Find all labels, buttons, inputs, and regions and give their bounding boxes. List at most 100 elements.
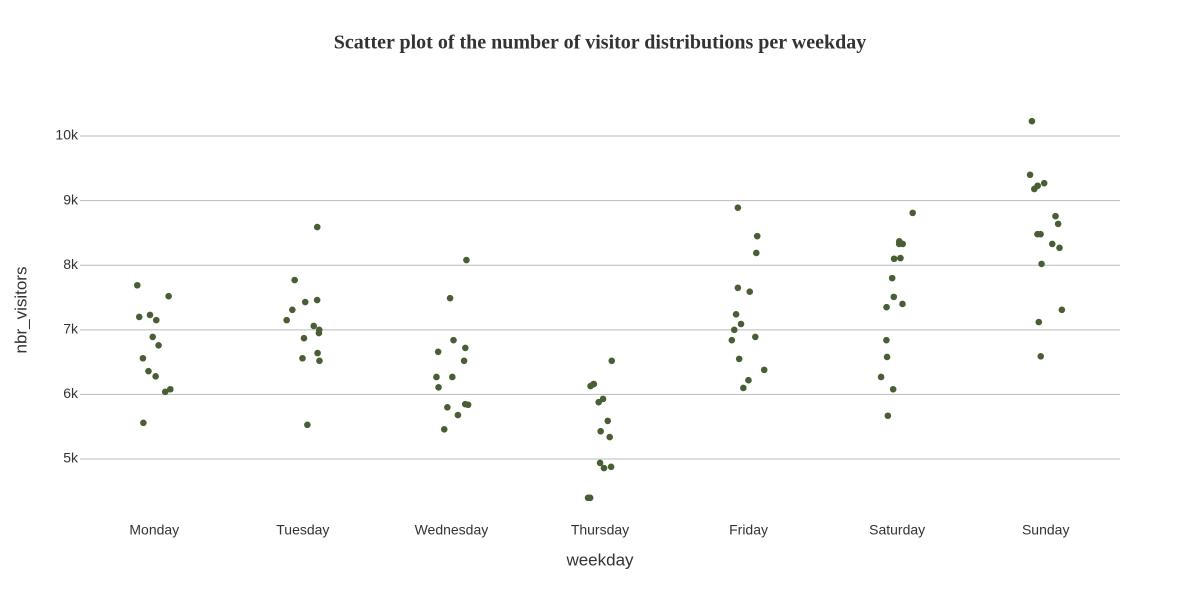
- x-tick-label: Saturday: [869, 522, 925, 538]
- point: [730, 326, 738, 334]
- point: [1035, 318, 1043, 326]
- point: [909, 209, 916, 217]
- point: [304, 421, 311, 429]
- point: [889, 385, 897, 393]
- point: [1030, 185, 1038, 193]
- point: [890, 293, 898, 301]
- point: [444, 404, 451, 411]
- point: [753, 249, 760, 257]
- point: [607, 463, 615, 471]
- point: [461, 400, 469, 408]
- point: [450, 336, 457, 344]
- point: [145, 367, 152, 375]
- point: [133, 281, 141, 289]
- point: [737, 320, 745, 328]
- point: [140, 419, 147, 427]
- point: [760, 366, 768, 374]
- point: [753, 232, 761, 240]
- point: [310, 322, 318, 330]
- point: [149, 333, 157, 341]
- point: [600, 464, 608, 472]
- point: [454, 411, 462, 419]
- point: [877, 373, 885, 381]
- point: [1034, 230, 1041, 238]
- x-tick-label: Wednesday: [415, 522, 489, 538]
- point: [1028, 117, 1036, 125]
- point: [463, 256, 470, 264]
- y-tick-label: 5k: [63, 450, 79, 466]
- point: [316, 357, 323, 365]
- point: [301, 298, 309, 306]
- point: [745, 376, 752, 384]
- point: [899, 300, 906, 308]
- point: [146, 311, 154, 319]
- point: [135, 313, 143, 321]
- y-tick-label: 9k: [63, 191, 79, 207]
- point: [440, 426, 448, 433]
- point: [300, 334, 308, 342]
- point: [608, 357, 616, 365]
- point: [1052, 212, 1059, 220]
- point: [883, 336, 890, 344]
- point: [728, 336, 736, 344]
- y-tick-label: 8k: [63, 256, 79, 272]
- y-tick-label: 6k: [63, 385, 79, 401]
- point: [740, 384, 747, 392]
- point: [606, 433, 613, 441]
- point: [449, 373, 456, 381]
- point: [752, 333, 759, 341]
- point: [434, 348, 442, 356]
- x-tick-label: Sunday: [1022, 522, 1069, 538]
- point: [289, 306, 296, 314]
- point: [732, 311, 740, 318]
- point: [161, 388, 169, 396]
- point: [883, 353, 891, 361]
- point: [1056, 244, 1063, 252]
- x-tick-label: Tuesday: [276, 522, 329, 538]
- point: [435, 384, 442, 391]
- point: [890, 255, 898, 263]
- point: [590, 380, 597, 388]
- point: [1048, 240, 1056, 248]
- point: [596, 459, 604, 467]
- x-axis-label: weekday: [565, 550, 634, 569]
- y-tick-label: 7k: [63, 321, 79, 337]
- point: [462, 344, 469, 352]
- chart-title: Scatter plot of the number of visitor di…: [334, 32, 866, 54]
- point: [735, 355, 743, 363]
- point: [313, 223, 321, 231]
- point: [460, 357, 468, 365]
- x-tick-label: Monday: [129, 522, 179, 538]
- point: [734, 284, 742, 292]
- point: [1038, 260, 1045, 268]
- y-tick-label: 10k: [55, 127, 79, 143]
- point: [155, 342, 162, 349]
- point: [1037, 353, 1045, 360]
- point: [586, 494, 594, 502]
- point: [897, 254, 904, 262]
- point: [314, 349, 321, 357]
- point: [167, 385, 174, 393]
- point: [446, 294, 454, 302]
- point: [899, 240, 907, 248]
- point: [152, 373, 159, 380]
- point: [315, 329, 323, 337]
- point: [884, 412, 892, 420]
- point: [291, 276, 298, 284]
- point: [888, 274, 896, 282]
- point: [597, 427, 604, 435]
- point: [313, 296, 321, 304]
- point: [1026, 171, 1034, 179]
- point: [604, 417, 612, 425]
- point: [139, 354, 147, 362]
- point: [1054, 220, 1062, 228]
- point: [1058, 306, 1066, 314]
- point: [283, 316, 290, 324]
- point: [165, 292, 172, 300]
- y-axis-label: nbr_visitors: [11, 267, 30, 354]
- point: [433, 373, 440, 381]
- point: [1040, 179, 1048, 187]
- point: [746, 288, 754, 296]
- point: [595, 398, 602, 406]
